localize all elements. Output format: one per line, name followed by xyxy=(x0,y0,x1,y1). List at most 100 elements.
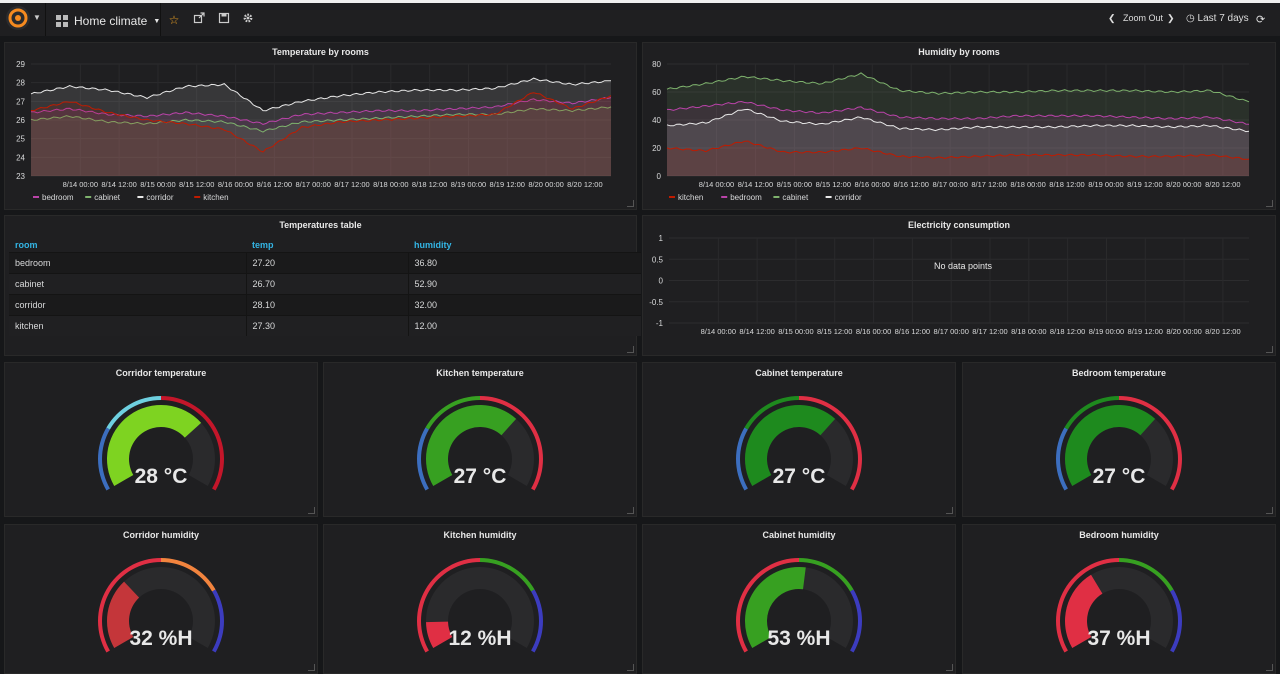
table-cell: 27.20 xyxy=(245,252,408,274)
logo-caret-icon[interactable]: ▼ xyxy=(33,13,41,22)
gauge-svg: 27 °C xyxy=(417,396,543,491)
x-tick-label: 8/20 00:00 xyxy=(1166,327,1201,336)
grafana-logo-icon[interactable] xyxy=(6,6,30,30)
x-tick-label: 8/19 00:00 xyxy=(451,180,486,189)
gauge-track xyxy=(107,567,215,648)
y-tick-label: 0 xyxy=(659,277,664,286)
humidity-chart[interactable]: 0 20 40 60 80 8/14 00:00 8/14 12:00 8/15 00:00 8… xyxy=(643,43,1275,209)
x-tick-label: 8/17 12:00 xyxy=(971,180,1006,189)
resize-handle[interactable] xyxy=(1266,346,1273,353)
gauge-threshold-band xyxy=(1119,396,1182,491)
legend-item-bedroom[interactable]: bedroom xyxy=(42,193,74,202)
legend-item-kitchen[interactable]: kitchen xyxy=(678,193,703,202)
gear-icon[interactable] xyxy=(240,12,256,28)
panel-title[interactable]: Bedroom humidity xyxy=(1079,530,1159,540)
gauge-svg: 27 °C xyxy=(1056,396,1182,491)
gauge-threshold-band xyxy=(799,558,854,592)
x-tick-label: 8/20 00:00 xyxy=(528,180,563,189)
panel-title[interactable]: Corridor temperature xyxy=(115,368,207,378)
table-cell: 27.30 xyxy=(245,315,408,336)
zoom-back-chevron-icon[interactable]: ❮ xyxy=(1108,13,1116,23)
electricity-chart[interactable]: -1 -0.5 0 0.5 1 8/14 00:00 8/14 12:00 8/15 00:0… xyxy=(643,216,1275,355)
panel-title[interactable]: Temperatures table xyxy=(279,220,362,230)
table-cell: 28.10 xyxy=(245,294,408,316)
gauge-panel: Bedroom humidity 37 %H xyxy=(962,524,1276,674)
time-picker[interactable]: ◷ Last 7 days xyxy=(1186,13,1249,24)
panel-title[interactable]: Bedroom temperature xyxy=(1071,368,1167,378)
gauge-value-fill xyxy=(107,581,140,648)
resize-handle[interactable] xyxy=(308,507,315,514)
resize-handle[interactable] xyxy=(1266,507,1273,514)
panel-title[interactable]: Cabinet humidity xyxy=(762,530,836,540)
column-header-humidity[interactable]: humidity xyxy=(414,240,452,250)
x-tick-label: 8/15 12:00 xyxy=(179,180,214,189)
resize-handle[interactable] xyxy=(627,664,634,671)
gauge-svg: 28 °C xyxy=(98,396,224,491)
resize-handle[interactable] xyxy=(627,200,634,207)
gauge-threshold-band xyxy=(736,558,799,653)
x-tick-label: 8/15 00:00 xyxy=(778,327,813,336)
share-icon[interactable] xyxy=(191,12,207,28)
table-row: bedroom 27.20 36.80 xyxy=(9,252,641,274)
time-range-label: Last 7 days xyxy=(1197,13,1249,24)
resize-handle[interactable] xyxy=(1266,664,1273,671)
x-tick-label: 8/19 00:00 xyxy=(1088,180,1123,189)
series-area-bedroom xyxy=(667,101,1249,176)
gauge-value-text: 53 %H xyxy=(767,627,830,650)
resize-handle[interactable] xyxy=(1266,200,1273,207)
series-line-corridor xyxy=(30,77,612,112)
legend-item-corridor[interactable]: corridor xyxy=(835,193,862,202)
legend-item-corridor[interactable]: corridor xyxy=(146,193,173,202)
table-cell: 12.00 xyxy=(407,315,641,336)
nav-divider xyxy=(160,3,161,36)
resize-handle[interactable] xyxy=(627,346,634,353)
star-icon[interactable]: ☆ xyxy=(168,13,180,27)
gauge-threshold-band xyxy=(425,396,480,430)
nav-divider xyxy=(45,3,46,36)
gauge-threshold-band xyxy=(161,396,224,491)
column-header-room[interactable]: room xyxy=(15,240,38,250)
legend-item-cabinet[interactable]: cabinet xyxy=(94,193,121,202)
legend-item-bedroom[interactable]: bedroom xyxy=(730,193,762,202)
resize-handle[interactable] xyxy=(308,664,315,671)
save-icon[interactable] xyxy=(216,12,232,28)
panel-title[interactable]: Kitchen humidity xyxy=(443,530,517,540)
gauge-threshold-band xyxy=(106,396,161,430)
gauge-value-fill xyxy=(745,567,806,648)
gauge-threshold-band xyxy=(1056,558,1119,653)
x-tick-label: 8/20 12:00 xyxy=(567,180,602,189)
y-tick-label: 28 xyxy=(16,79,25,88)
panel-title[interactable]: Humidity by rooms xyxy=(918,47,1000,57)
x-tick-label: 8/16 00:00 xyxy=(856,327,891,336)
column-header-temp[interactable]: temp xyxy=(252,240,274,250)
series-line-bedroom xyxy=(666,100,1250,125)
y-tick-label: 0 xyxy=(657,172,662,181)
legend-item-kitchen[interactable]: kitchen xyxy=(203,193,228,202)
x-tick-label: 8/18 12:00 xyxy=(1049,180,1084,189)
dashboard-title: Home climate xyxy=(74,14,148,28)
y-tick-label: 29 xyxy=(16,60,25,69)
panel-title[interactable]: Kitchen temperature xyxy=(436,368,524,378)
gauge-value-fill xyxy=(1065,574,1103,648)
temperature-chart[interactable]: 23 24 25 26 27 28 29 8/14 00:00 8/14 12:00 8/15 0… xyxy=(5,43,636,209)
panel-title[interactable]: Temperature by rooms xyxy=(272,47,369,57)
zoom-out-button[interactable]: Zoom Out xyxy=(1123,13,1164,23)
legend-item-cabinet[interactable]: cabinet xyxy=(782,193,809,202)
resize-handle[interactable] xyxy=(946,507,953,514)
x-tick-label: 8/14 00:00 xyxy=(63,180,98,189)
panel-title[interactable]: Electricity consumption xyxy=(907,220,1011,230)
dashboard-picker[interactable]: Home climate ▼ xyxy=(56,11,160,31)
resize-handle[interactable] xyxy=(946,664,953,671)
gauge-svg: 37 %H xyxy=(1056,558,1182,653)
gauge-panel: Bedroom temperature 27 °C xyxy=(962,362,1276,517)
panel-title[interactable]: Cabinet temperature xyxy=(755,368,843,378)
refresh-icon[interactable]: ⟳ xyxy=(1256,14,1266,26)
y-tick-label: 40 xyxy=(652,116,661,125)
electricity-panel: Electricity consumption -1 -0.5 0 0.5 1 8/14 … xyxy=(642,215,1276,356)
x-tick-label: 8/15 12:00 xyxy=(817,327,852,336)
y-tick-label: -1 xyxy=(656,319,664,328)
zoom-forward-chevron-icon[interactable]: ❯ xyxy=(1167,13,1175,23)
panel-title[interactable]: Corridor humidity xyxy=(123,530,199,540)
gauge-panel: Corridor humidity 32 %H xyxy=(4,524,318,674)
resize-handle[interactable] xyxy=(627,507,634,514)
